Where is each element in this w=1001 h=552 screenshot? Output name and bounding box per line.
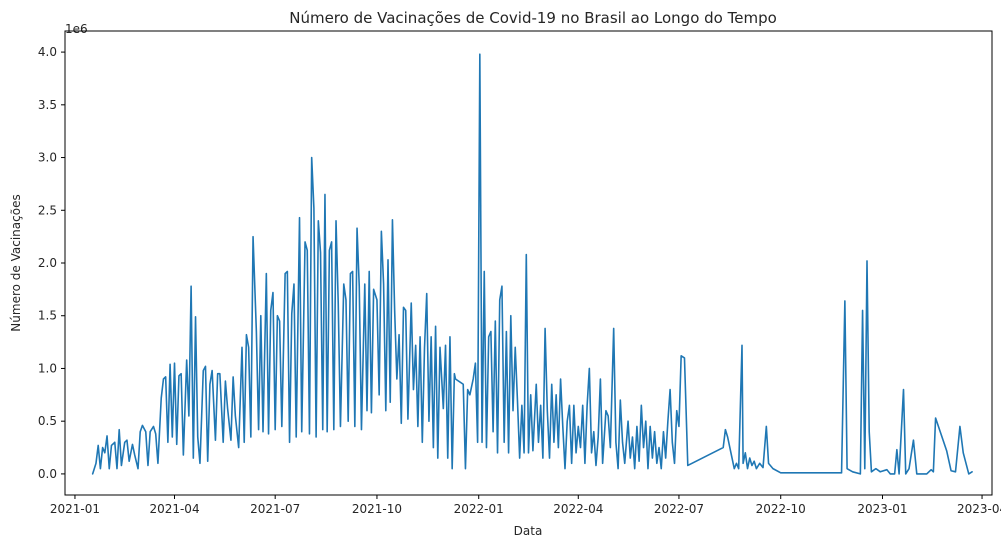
y-tick-label: 3.5 [38,98,57,112]
y-tick-label: 4.0 [38,45,57,59]
x-tick-label: 2021-01 [50,502,100,516]
y-tick-label: 2.5 [38,203,57,217]
y-tick-label: 2.0 [38,256,57,270]
y-tick-label: 3.0 [38,151,57,165]
x-tick-label: 2021-04 [149,502,199,516]
x-tick-label: 2021-07 [250,502,300,516]
y-axis-offset-label: 1e6 [65,22,88,36]
x-tick-label: 2023-04 [957,502,1001,516]
y-tick-label: 1.0 [38,361,57,375]
y-tick-label: 0.0 [38,467,57,481]
plot-area [91,53,973,475]
x-tick-label: 2022-01 [454,502,504,516]
x-axis-label: Data [514,524,543,538]
y-tick-label: 1.5 [38,309,57,323]
y-axis: 0.0 0.5 1.0 1.5 2.0 2.5 3.0 3.5 4.0 [38,45,65,481]
x-tick-label: 2023-01 [857,502,907,516]
series-line-0 [91,53,973,475]
x-tick-label: 2022-10 [756,502,806,516]
x-axis: 2021-01 2021-04 2021-07 2021-10 2022-01 2022-… [50,495,1001,516]
y-tick-label: 0.5 [38,414,57,428]
chart-title: Número de Vacinações de Covid-19 no Bras… [289,9,777,27]
y-axis-label: Número de Vacinações [9,194,23,331]
x-tick-label: 2022-07 [654,502,704,516]
x-tick-label: 2022-04 [553,502,603,516]
x-tick-label: 2021-10 [352,502,402,516]
